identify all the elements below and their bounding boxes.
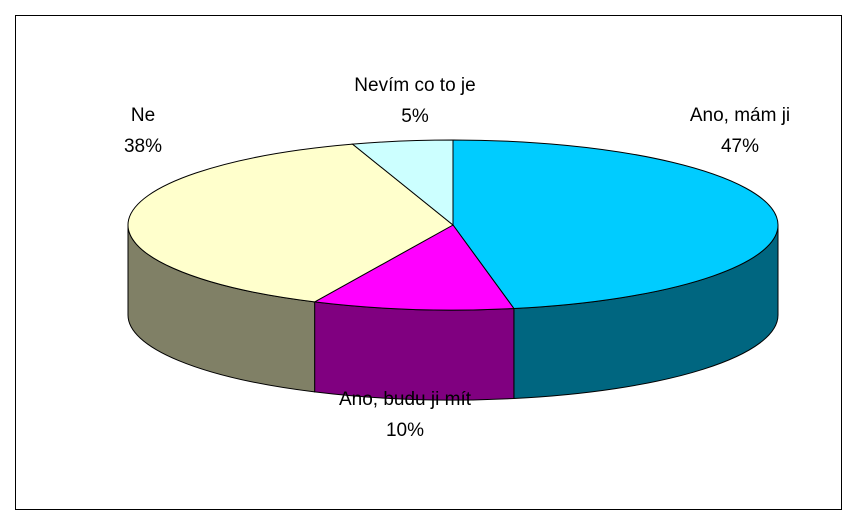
pie-slice [351,139,454,227]
pie-slice [127,143,454,303]
category-label: Nevím co to je [354,75,476,96]
value-label: 5% [401,106,429,127]
slice-label: Ano, budu ji mít 10% [320,384,490,446]
slice-label: Ne 38% [83,100,203,162]
category-label: Ano, budu ji mít [338,389,472,410]
slice-label: Nevím co to je 5% [305,70,525,132]
value-label: 10% [385,420,425,441]
slice-label: Ano, mám ji 47% [640,100,840,162]
value-label: 38% [123,136,163,157]
pie-slice [313,224,515,311]
category-label: Ne [130,105,156,126]
pie-slice [452,139,779,310]
category-label: Ano, mám ji [689,105,791,126]
value-label: 47% [720,136,760,157]
